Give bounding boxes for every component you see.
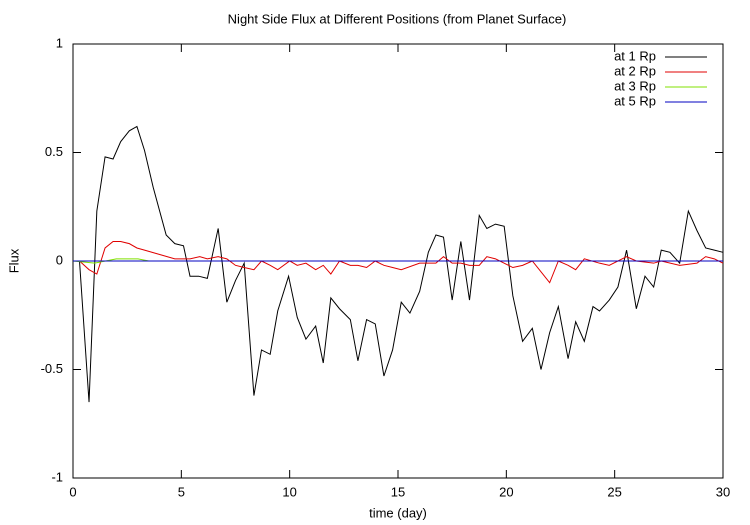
legend-label: at 5 Rp [614,93,656,108]
x-tick-label: 10 [282,484,296,499]
legend-label: at 3 Rp [614,78,656,93]
series-line [73,125,724,403]
x-tick-label: 30 [716,484,730,499]
y-axis-label: Flux [6,248,21,273]
x-tick-label: 5 [178,484,185,499]
y-tick-label: 0 [56,252,63,267]
y-tick-label: 0.5 [45,144,63,159]
x-tick-label: 20 [499,484,513,499]
x-tick-label: 25 [607,484,621,499]
legend-label: at 1 Rp [614,48,656,63]
chart-title: Night Side Flux at Different Positions (… [228,11,567,26]
y-tick-label: -0.5 [41,361,63,376]
x-tick-label: 15 [391,484,405,499]
y-tick-label: 1 [56,35,63,50]
legend-label: at 2 Rp [614,63,656,78]
x-axis-label: time (day) [369,505,427,520]
x-tick-label: 0 [69,484,76,499]
y-tick-label: -1 [51,469,63,484]
